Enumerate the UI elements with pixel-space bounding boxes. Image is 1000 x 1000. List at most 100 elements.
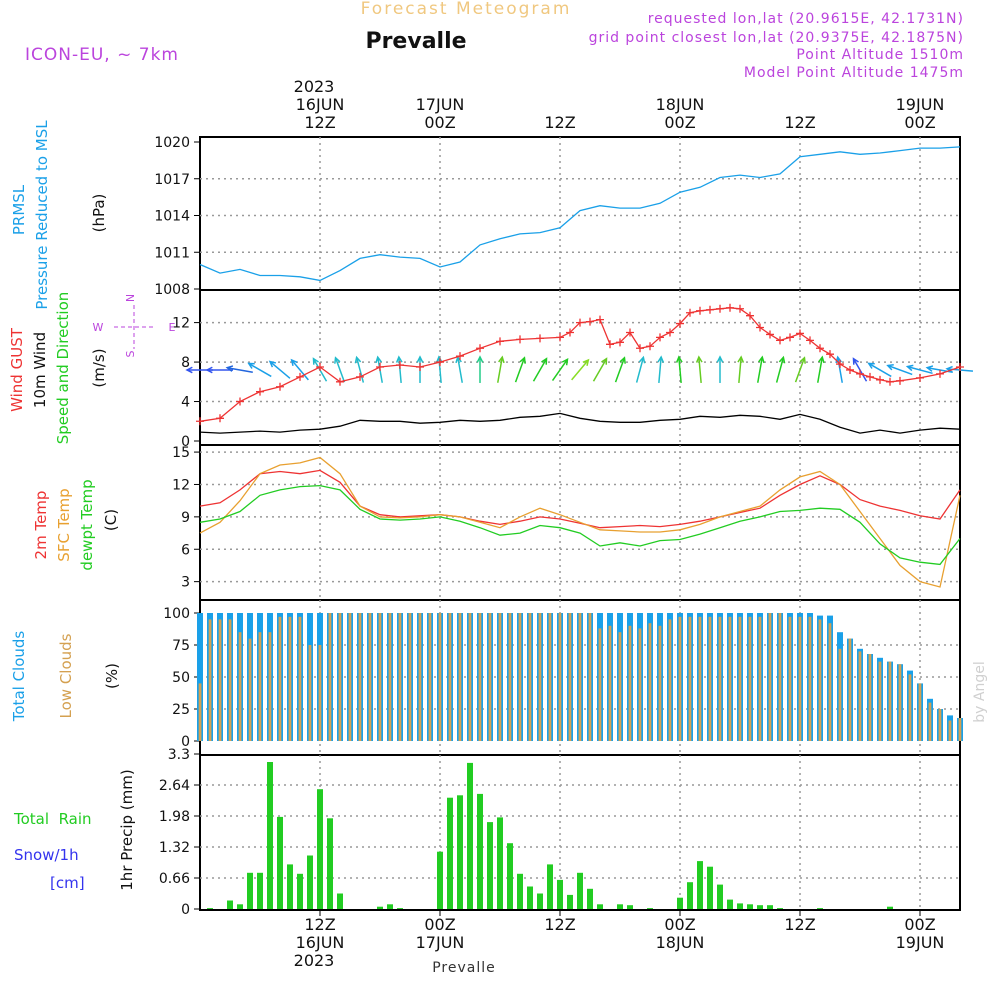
gust-markers xyxy=(196,303,964,426)
gust-marker xyxy=(826,350,834,359)
gust-marker xyxy=(876,375,884,384)
wind-arrows xyxy=(185,355,974,383)
y-tick-label: 0 xyxy=(181,902,190,918)
gust-marker xyxy=(716,304,724,313)
low-cloud-bar xyxy=(448,613,452,741)
bottom-time-label: 00Z xyxy=(424,915,455,934)
y-tick-label: 75 xyxy=(172,638,190,654)
pressure-unit: (hPa) xyxy=(90,194,108,233)
wind-arrow xyxy=(868,362,892,378)
bottom-time-label: 00Z xyxy=(904,915,935,934)
low-cloud-bar xyxy=(648,623,652,741)
gust-marker xyxy=(706,305,714,314)
low-cloud-bar xyxy=(438,613,442,741)
wind-arrow xyxy=(227,366,253,373)
low-cloud-bar xyxy=(848,638,852,741)
y-tick-label: 6 xyxy=(181,542,190,558)
footer-location: Prevalle xyxy=(432,960,496,976)
rain-bar xyxy=(737,903,743,909)
wind-arrowhead xyxy=(519,356,526,364)
point-altitude: Point Altitude 1510m xyxy=(796,47,964,63)
rain-bar xyxy=(437,851,443,909)
wind-arrowhead xyxy=(778,355,786,364)
low-cloud-bar xyxy=(788,616,792,741)
rain-bar xyxy=(767,905,773,909)
gust-marker xyxy=(566,328,574,337)
rain-bar xyxy=(517,873,523,909)
low-cloud-bar xyxy=(378,613,382,741)
gust-marker xyxy=(296,372,304,381)
gust-marker xyxy=(726,303,734,312)
gust-marker xyxy=(806,336,814,345)
series-line-dewpt-temp xyxy=(199,484,961,566)
y-tick-label: 3 xyxy=(181,575,190,591)
low-cloud-bar xyxy=(758,616,762,741)
low-cloud-bar xyxy=(518,613,522,741)
rain-bar xyxy=(697,861,703,909)
rain-bar xyxy=(317,789,323,909)
low-cloud-bar xyxy=(398,613,402,741)
rain-bar xyxy=(717,884,723,909)
y-tick-label: 12 xyxy=(172,477,190,493)
low-cloud-bar xyxy=(618,632,622,741)
low-cloud-bar xyxy=(558,613,562,741)
gust-marker xyxy=(956,363,964,371)
gust-marker xyxy=(606,340,614,349)
gust-marker xyxy=(256,387,264,396)
low-cloud-bar xyxy=(348,613,352,741)
low-cloud-bar xyxy=(938,709,942,741)
low-cloud-bar xyxy=(808,616,812,741)
low-cloud-bar xyxy=(918,683,922,741)
wind-arrow xyxy=(775,357,785,383)
series-line-prmsl xyxy=(199,146,961,282)
rain-label: Total Rain xyxy=(13,810,92,828)
wind-arrowhead xyxy=(582,358,590,367)
top-time-label: 12Z xyxy=(544,113,575,132)
gust-marker xyxy=(516,335,524,344)
rain-bar xyxy=(687,882,693,909)
y-tick-label: 1011 xyxy=(154,245,190,261)
rain-bar xyxy=(387,904,393,909)
low-cloud-bar xyxy=(878,661,882,741)
gust-marker xyxy=(736,304,744,313)
rain-bar xyxy=(707,866,713,909)
wind-arrow xyxy=(794,357,806,383)
pressure-label-msl: Pressure Reduced to MSL xyxy=(33,120,51,310)
low-cloud-bar xyxy=(858,651,862,741)
low-cloud-bar xyxy=(638,628,642,741)
location-title: Prevalle xyxy=(365,29,466,54)
compass-e: E xyxy=(169,321,176,334)
wind-arrowhead xyxy=(354,355,362,364)
low-cloud-bar xyxy=(538,613,542,741)
snow-unit: [cm] xyxy=(50,874,85,892)
gust-marker xyxy=(576,318,584,327)
compass-rose: N W E S xyxy=(93,294,176,358)
gust-marker xyxy=(376,363,384,371)
rain-bar xyxy=(757,905,763,909)
precip-labels: Total Rain Snow/1h [cm] 1hr Precip (mm) xyxy=(13,769,136,892)
requested-coords: requested lon,lat (20.9615E, 42.1731N) xyxy=(648,11,964,27)
bottom-date-label: 19JUN xyxy=(896,933,945,952)
low-cloud-bar xyxy=(828,623,832,741)
wind-arrowhead xyxy=(290,358,298,367)
wind-arrowhead xyxy=(312,357,319,365)
rain-bar xyxy=(327,818,333,909)
gust-marker xyxy=(636,344,644,353)
gust-marker xyxy=(896,376,904,385)
rain-bar xyxy=(507,843,513,909)
wind-arrow xyxy=(334,357,346,383)
rain-bar xyxy=(487,822,493,909)
wind-label-10m: 10m Wind xyxy=(31,332,49,408)
wind-arrow xyxy=(907,365,933,375)
wind-arrowhead xyxy=(561,357,569,366)
low-cloud-bar xyxy=(798,616,802,741)
wind-arrowhead xyxy=(205,366,213,374)
low-cloud-bar xyxy=(218,619,222,741)
rain-bar xyxy=(267,762,273,909)
low-cloud-bar xyxy=(408,613,412,741)
gust-marker xyxy=(936,369,944,378)
wind-arrowhead xyxy=(225,365,234,372)
wind-arrow xyxy=(678,356,682,383)
gust-marker xyxy=(276,382,284,391)
